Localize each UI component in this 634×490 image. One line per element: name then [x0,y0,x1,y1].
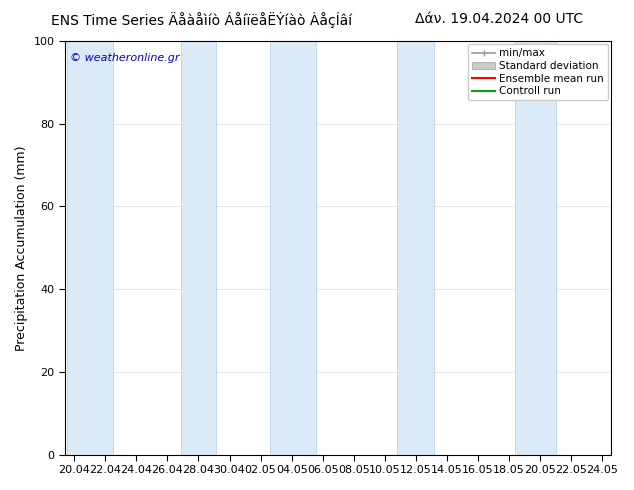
Bar [270,41,316,455]
Bar [181,41,216,455]
Text: ENS Time Series Äåàåìíò ÁåíïëåËÝíàò ÀåçÍâí: ENS Time Series Äåàåìíò ÁåíïëåËÝíàò ÀåçÍ… [51,12,352,28]
Bar [67,41,113,455]
Text: © weatheronline.gr: © weatheronline.gr [70,53,180,64]
Bar [397,41,434,455]
Bar [515,41,555,455]
Legend: min/max, Standard deviation, Ensemble mean run, Controll run: min/max, Standard deviation, Ensemble me… [468,44,608,100]
Text: Δάν. 19.04.2024 00 UTC: Δάν. 19.04.2024 00 UTC [415,12,583,26]
Y-axis label: Precipitation Accumulation (mm): Precipitation Accumulation (mm) [15,145,28,350]
